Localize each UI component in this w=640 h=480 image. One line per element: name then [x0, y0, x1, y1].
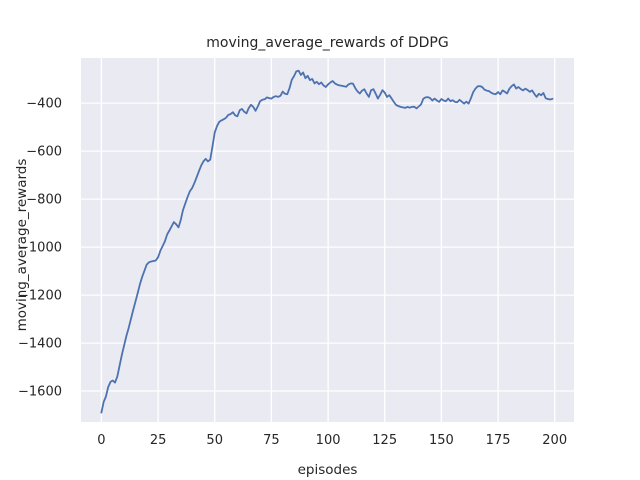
- y-tick-label: −600: [26, 145, 62, 160]
- x-tick-label: 125: [372, 433, 397, 448]
- x-tick-label: 100: [316, 433, 341, 448]
- x-tick-label: 150: [429, 433, 454, 448]
- line-series-moving-average-rewards: [100, 69, 554, 414]
- x-tick-label: 175: [486, 433, 511, 448]
- y-tick-label: −400: [26, 97, 62, 112]
- y-tick-label: −800: [26, 193, 62, 208]
- y-tick-label: −1200: [18, 289, 62, 304]
- x-tick-label: 75: [263, 433, 280, 448]
- y-tick-label: −1600: [18, 385, 62, 400]
- chart-title: moving_average_rewards of DDPG: [206, 35, 448, 51]
- x-tick-label: 0: [97, 433, 105, 448]
- x-tick-label: 50: [206, 433, 223, 448]
- x-tick-label: 25: [150, 433, 167, 448]
- y-tick-labels: −400 −600 −800 −1000 −1200 −1400 −1600: [18, 97, 62, 400]
- x-tick-labels: 0 25 50 75 100 125 150 175 200: [97, 433, 567, 448]
- gridlines: [81, 58, 574, 422]
- x-axis-label: episodes: [298, 462, 358, 478]
- y-axis-label: moving_average_rewards: [14, 159, 30, 332]
- x-tick-label: 200: [542, 433, 567, 448]
- y-tick-label: −1400: [18, 337, 62, 352]
- y-tick-label: −1000: [18, 241, 62, 256]
